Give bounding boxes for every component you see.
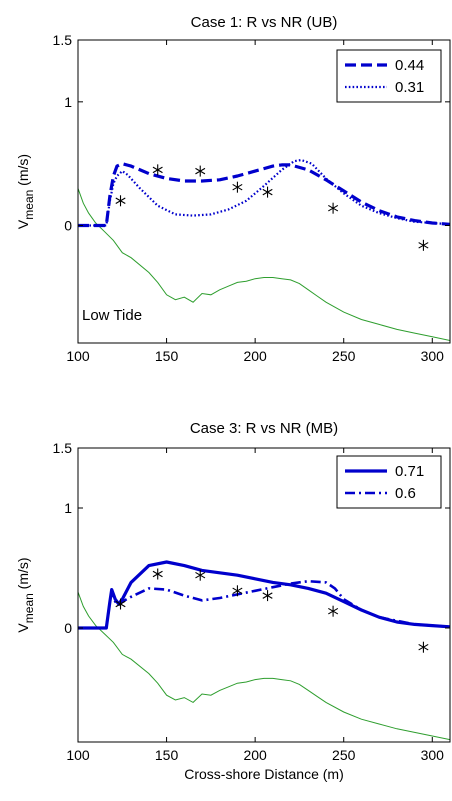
y-axis-label-unit: (m/s) <box>15 154 31 190</box>
y-tick-label: 1 <box>64 500 72 516</box>
axes-frame <box>77 39 451 344</box>
x-tick-label: 100 <box>66 348 90 364</box>
y-axis-label: Vmean (m/s) <box>15 557 36 632</box>
observation-point <box>418 239 429 251</box>
plot-area <box>78 560 450 741</box>
y-tick-label: 0 <box>64 218 72 234</box>
y-axis-label-subscript: mean <box>22 593 36 623</box>
observation-point <box>418 641 429 653</box>
chart-panel-case-1: Case 1: R vs NR (UB) 100 150 200 250 300 0 1 1.5… <box>15 14 451 364</box>
x-tick-label: 150 <box>155 747 179 763</box>
series-line-0-6 <box>78 579 450 630</box>
x-tick-label: 250 <box>332 747 356 763</box>
axes-frame <box>77 447 451 743</box>
x-axis-label: Cross-shore Distance (m) <box>184 766 343 782</box>
y-axis-label-main: V <box>15 219 31 229</box>
legend-label: 0.6 <box>395 485 416 502</box>
x-tick-label: 150 <box>155 348 179 364</box>
observation-point <box>115 195 126 207</box>
y-tick-label: 1 <box>64 94 72 110</box>
y-tick-label: 1.5 <box>53 32 73 48</box>
y-axis-label-subscript: mean <box>22 190 36 220</box>
series-line-0-71 <box>78 560 450 630</box>
x-tick-label: 200 <box>243 348 267 364</box>
y-tick-label: 1.5 <box>53 440 73 456</box>
legend-label: 0.31 <box>395 79 424 96</box>
legend: 0.71 0.6 <box>336 455 442 509</box>
chart-title: Case 3: R vs NR (MB) <box>190 420 338 437</box>
observation-point <box>115 598 126 610</box>
x-tick-label: 300 <box>421 747 445 763</box>
x-tick-label: 250 <box>332 348 356 364</box>
legend: 0.44 0.31 <box>336 49 442 103</box>
annotation-low-tide: Low Tide <box>82 307 142 324</box>
chart-panel-case-3: Case 3: R vs NR (MB) 100 150 200 250 300 0 1 1.5… <box>15 420 451 782</box>
observation-point <box>195 165 206 177</box>
observation-point <box>152 164 163 176</box>
bathymetry-line <box>78 188 450 341</box>
y-axis-label-unit: (m/s) <box>15 557 31 593</box>
observation-point <box>262 186 273 198</box>
observation-point <box>328 605 339 617</box>
y-tick-label: 0 <box>64 620 72 636</box>
observation-point <box>232 181 243 193</box>
x-tick-label: 200 <box>243 747 267 763</box>
series-line-0-44 <box>78 162 450 228</box>
legend-box <box>336 49 442 103</box>
x-tick-label: 100 <box>66 747 90 763</box>
legend-label: 0.71 <box>395 463 424 480</box>
observation-point <box>152 568 163 580</box>
series-line-0-31 <box>78 158 450 227</box>
plot-area <box>78 158 450 341</box>
legend-label: 0.44 <box>395 57 424 74</box>
legend-box <box>336 455 442 509</box>
observation-point <box>195 569 206 581</box>
y-axis-label: Vmean (m/s) <box>15 154 36 229</box>
observation-point <box>262 590 273 602</box>
bathymetry-line <box>78 591 450 741</box>
observation-point <box>232 585 243 597</box>
x-tick-label: 300 <box>421 348 445 364</box>
y-axis-label-main: V <box>15 623 31 633</box>
chart-title: Case 1: R vs NR (UB) <box>191 14 338 31</box>
observation-point <box>328 202 339 214</box>
